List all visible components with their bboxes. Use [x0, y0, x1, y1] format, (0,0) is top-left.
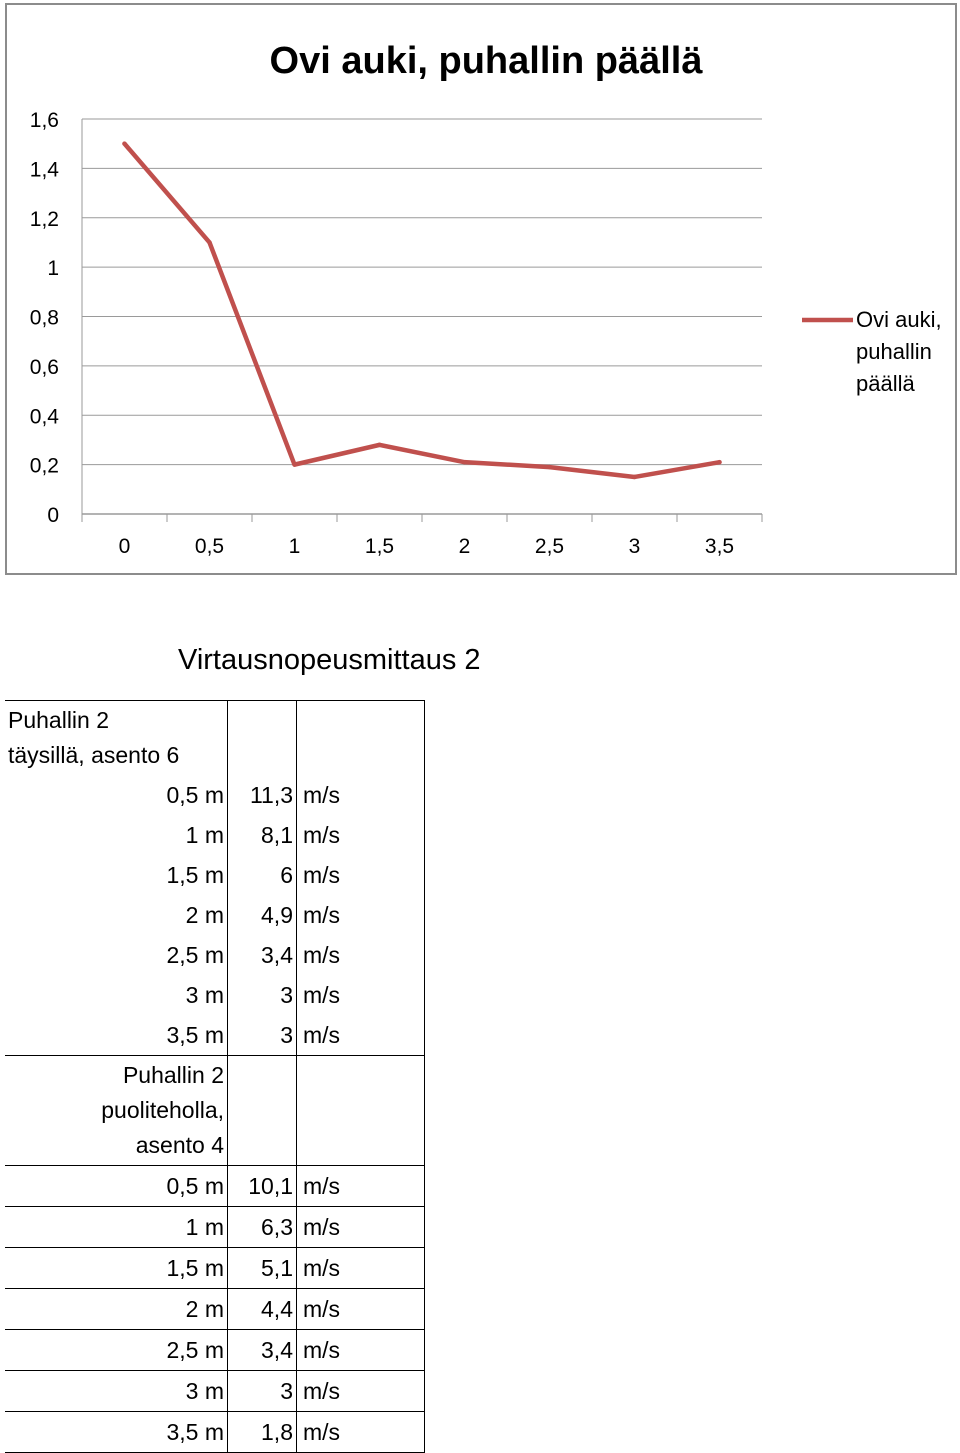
value-cell: 3 [227, 1015, 297, 1056]
unit-cell: m/s [296, 1411, 425, 1453]
data-point [292, 462, 297, 467]
unit-cell: m/s [296, 775, 425, 815]
unit-cell: m/s [296, 1370, 425, 1412]
value-cell: 1,8 [227, 1411, 297, 1453]
distance-cell: 3 m [185, 982, 224, 1008]
value-cell: 8,1 [227, 815, 297, 855]
line-chart: Ovi auki, puhallin päällä 0 0,2 0,4 0,6 0,8 1 1… [30, 40, 942, 558]
table-row: 1 m 6,3 m/s [5, 1206, 425, 1248]
unit-cell: m/s [296, 895, 425, 935]
x-tick-label: 3,5 [705, 535, 734, 558]
distance-cell: 3,5 m [5, 1411, 228, 1453]
unit-cell: m/s [296, 1329, 425, 1371]
distance-cell: 2 m [5, 1288, 228, 1330]
table-row: 1 m 8,1 m/s [5, 815, 425, 855]
data-point [207, 240, 212, 245]
x-tick-label: 0,5 [195, 535, 224, 558]
table-row: 2 m 4,4 m/s [5, 1288, 425, 1330]
value-cell: 5,1 [227, 1247, 297, 1289]
unit-cell: m/s [296, 975, 425, 1015]
value-cell: 6,3 [227, 1206, 297, 1248]
y-tick-label: 1 [47, 257, 59, 280]
value-cell: 4,9 [227, 895, 297, 935]
distance-cell: 0,5 m [166, 782, 224, 808]
x-tick-label: 1,5 [365, 535, 394, 558]
y-tick-label: 1,4 [30, 158, 60, 181]
distance-cell: 3,5 m [5, 1015, 228, 1056]
legend-label: Ovi auki, [856, 307, 942, 332]
table-row: 0,5 m 10,1 m/s [5, 1165, 425, 1207]
distance-cell: 3 m [5, 1370, 228, 1412]
x-tick-label: 0 [119, 535, 131, 558]
table-row: 1,5 m 5,1 m/s [5, 1247, 425, 1289]
x-tick-label: 3 [629, 535, 641, 558]
unit-cell: m/s [296, 855, 425, 895]
group-title: Puhallin 2 täysillä, asento 6 [5, 700, 228, 775]
group-title-row: Puhallin 2 puoliteholla, asento 4 [5, 1055, 425, 1166]
table-row: 3,5 m 1,8 m/s [5, 1411, 425, 1453]
distance-cell: 2,5 m [166, 942, 224, 968]
y-tick-label: 1,6 [30, 109, 59, 132]
unit-cell: m/s [296, 1015, 425, 1056]
legend-label: puhallin [856, 339, 932, 364]
distance-cell: 2,5 m [5, 1329, 228, 1371]
table-row: 1,5 m 6 m/s [5, 855, 425, 895]
distance-cell: 2 m [185, 902, 224, 928]
value-cell: 3 [227, 1370, 297, 1412]
table-row: 2,5 m 3,4 m/s [5, 935, 425, 975]
table-heading: Virtausnopeusmittaus 2 [178, 644, 481, 676]
value-cell: 11,3 [227, 775, 297, 815]
chart-title: Ovi auki, puhallin päällä [270, 40, 704, 82]
table-row: 2,5 m 3,4 m/s [5, 1329, 425, 1371]
x-tick-label: 1 [289, 535, 301, 558]
data-point [377, 442, 382, 448]
data-point [717, 459, 722, 465]
group-title-row: Puhallin 2 täysillä, asento 6 [5, 700, 425, 775]
value-cell: 6 [227, 855, 297, 895]
table-row: 3,5 m 3 m/s [5, 1015, 425, 1056]
y-tick-label: 0,8 [30, 307, 59, 330]
table-row: 3 m 3 m/s [5, 1370, 425, 1412]
x-tick-label: 2 [459, 535, 471, 558]
y-tick-label: 0,4 [30, 405, 60, 428]
chart-frame: Ovi auki, puhallin päällä 0 0,2 0,4 0,6 0,8 1 1… [5, 3, 957, 575]
table-row: 0,5 m 11,3 m/s [5, 775, 425, 815]
value-cell: 3,4 [227, 935, 297, 975]
x-tick-label: 2,5 [535, 535, 564, 558]
data-point [632, 474, 637, 480]
distance-cell: 1,5 m [5, 1247, 228, 1289]
measurement-table: Puhallin 2 täysillä, asento 6 0,5 m 11,3 m… [5, 700, 425, 1453]
value-cell: 4,4 [227, 1288, 297, 1330]
y-tick-label: 0,2 [30, 455, 59, 478]
value-cell: 3 [227, 975, 297, 1015]
distance-cell: 1 m [185, 822, 224, 848]
group-title: Puhallin 2 puoliteholla, asento 4 [5, 1055, 228, 1166]
unit-cell: m/s [296, 1247, 425, 1289]
table-row: 2 m 4,9 m/s [5, 895, 425, 935]
data-point [547, 464, 552, 470]
unit-cell: m/s [296, 1288, 425, 1330]
unit-cell: m/s [296, 1165, 425, 1207]
data-point [122, 141, 127, 146]
unit-cell: m/s [296, 1206, 425, 1248]
distance-cell: 1 m [5, 1206, 228, 1248]
y-tick-label: 1,2 [30, 208, 59, 231]
data-point [462, 459, 467, 465]
series-line [122, 141, 722, 480]
unit-cell: m/s [296, 815, 425, 855]
distance-cell: 1,5 m [166, 862, 224, 888]
value-cell: 10,1 [227, 1165, 297, 1207]
legend-label: päällä [856, 371, 915, 396]
table-row: 3 m 3 m/s [5, 975, 425, 1015]
value-cell: 3,4 [227, 1329, 297, 1371]
y-tick-label: 0 [47, 504, 59, 527]
distance-cell: 0,5 m [5, 1165, 228, 1207]
unit-cell: m/s [296, 935, 425, 975]
y-tick-label: 0,6 [30, 356, 59, 379]
